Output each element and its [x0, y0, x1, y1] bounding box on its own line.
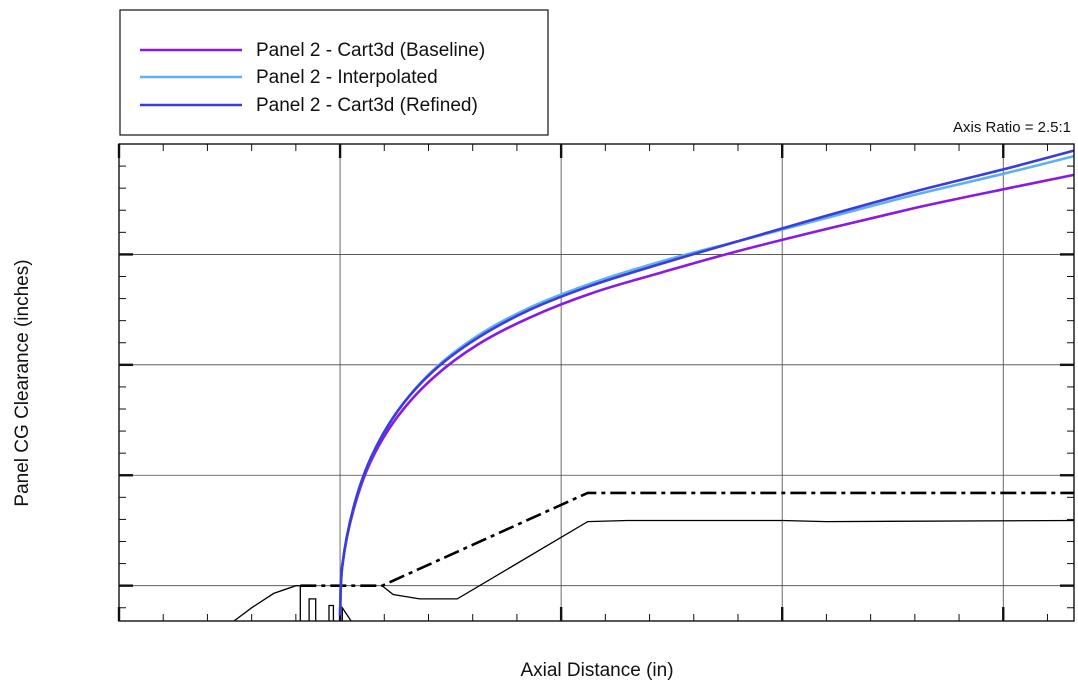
axis-ratio-note: Axis Ratio = 2.5:1 — [953, 119, 1071, 136]
grid — [118, 144, 1074, 621]
series-lines — [338, 149, 1075, 616]
plot-area — [119, 144, 1074, 621]
legend-box — [119, 9, 549, 136]
x-axis-label: Axial Distance (in) — [520, 660, 673, 681]
geometry-line-2 — [233, 585, 301, 622]
legend-label-baseline: Panel 2 - Cart3d (Baseline) — [256, 40, 485, 61]
series-line-refined — [338, 149, 1075, 616]
geometry-line-4 — [328, 604, 335, 621]
geometry-line-3 — [308, 598, 317, 621]
legend-label-interpolated: Panel 2 - Interpolated — [256, 67, 438, 88]
geometry-line-5 — [341, 605, 352, 622]
y-axis-label: Panel CG Clearance (inches) — [12, 259, 33, 506]
plot-frame — [118, 143, 1075, 622]
legend-label-refined: Panel 2 - Cart3d (Refined) — [256, 95, 478, 116]
geometry-line-1 — [381, 519, 1075, 600]
legend: Panel 2 - Cart3d (Baseline) Panel 2 - In… — [119, 9, 549, 136]
